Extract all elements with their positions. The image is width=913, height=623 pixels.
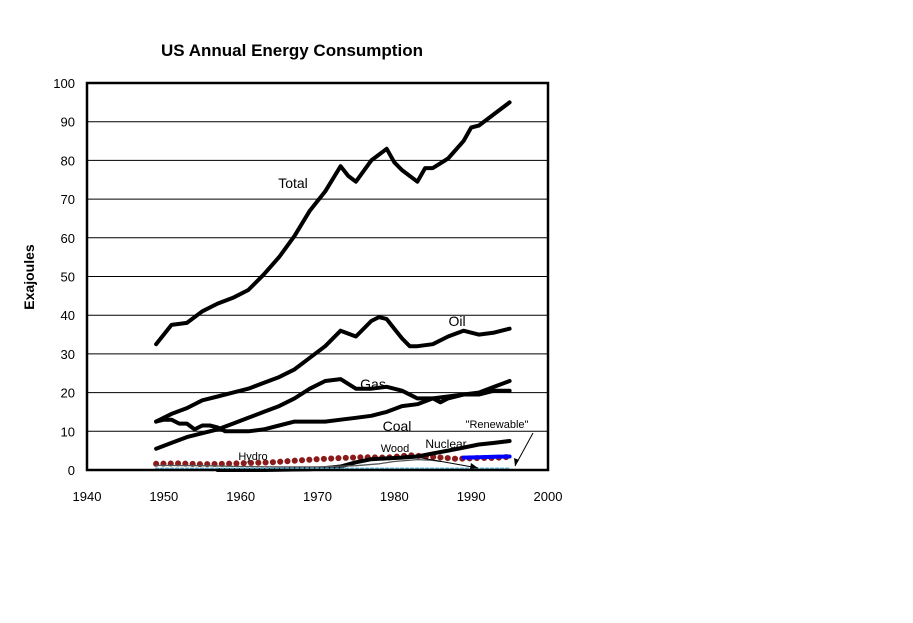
x-tick-label: 1980 <box>380 489 409 504</box>
series-line-hydro <box>153 452 513 468</box>
y-tick-label: 0 <box>68 463 75 478</box>
series-label: Total <box>278 175 308 191</box>
y-tick-label: 100 <box>53 76 75 91</box>
y-tick-label: 50 <box>61 270 75 285</box>
y-tick-label: 80 <box>61 153 75 168</box>
renewable-pointer-arrowhead <box>514 458 519 466</box>
series-lines <box>153 100 513 472</box>
series-label: Coal <box>383 418 412 434</box>
series-line-renewable <box>461 454 512 460</box>
series-label: Wood <box>381 443 410 455</box>
series-label: Gas <box>360 376 386 392</box>
series-label: Nuclear <box>425 437 466 451</box>
x-tick-label: 1960 <box>226 489 255 504</box>
series-label: Oil <box>448 313 465 329</box>
series-line-total <box>154 100 512 347</box>
y-tick-label: 30 <box>61 347 75 362</box>
gridlines <box>87 121 548 432</box>
y-tick-label: 10 <box>61 424 75 439</box>
x-tick-label: 1950 <box>149 489 178 504</box>
y-tick-label: 40 <box>61 308 75 323</box>
wood-pointer <box>404 454 479 469</box>
tick-labels: 0 10 20 30 40 50 60 70 80 90 100 1940 1950 1960 1970 19… <box>53 76 562 504</box>
x-tick-label: 1940 <box>73 489 102 504</box>
x-tick-label: 1970 <box>303 489 332 504</box>
series-line-coal <box>154 388 512 434</box>
series-line-wood <box>155 458 442 468</box>
x-tick-label: 2000 <box>534 489 563 504</box>
chart-title: US Annual Energy Consumption <box>161 41 423 60</box>
series-label: "Renewable" <box>466 419 529 431</box>
series-line-oil <box>154 315 512 424</box>
wood-pointer-arrowhead <box>470 463 478 469</box>
series-label: Hydro <box>238 451 267 463</box>
y-tick-label: 20 <box>61 386 75 401</box>
y-axis-label: Exajoules <box>21 244 37 310</box>
plot-frame <box>85 81 550 472</box>
series-labels: Total Oil Gas Coal Hydro Nuclear Wood "Renewabl… <box>238 175 534 469</box>
x-tick-label: 1990 <box>457 489 486 504</box>
y-tick-label: 60 <box>61 231 75 246</box>
plot-area-border <box>85 81 550 472</box>
y-tick-label: 90 <box>61 115 75 130</box>
y-tick-label: 70 <box>61 192 75 207</box>
